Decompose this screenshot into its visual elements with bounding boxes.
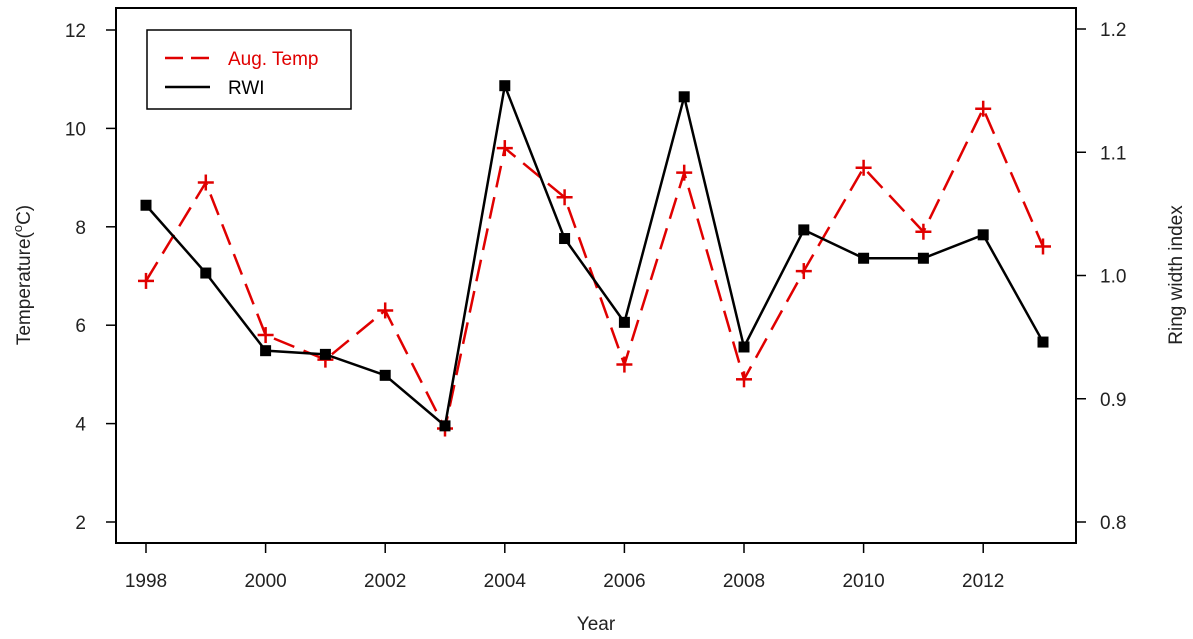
x-axis-title: Year: [577, 614, 616, 635]
rwi-point: [738, 341, 750, 353]
y-left-tick-label: 12: [65, 21, 86, 42]
rwi-point: [678, 91, 690, 103]
aug-temp-point: [795, 263, 812, 280]
y-right-tick-label: 0.9: [1100, 390, 1126, 411]
y-left-tick-label: 6: [75, 316, 86, 337]
x-tick-label: 2006: [603, 571, 645, 592]
y-axis-left-title: Temperature(oC): [10, 205, 35, 345]
y-left-tick-label: 10: [65, 119, 86, 140]
x-tick-label: 2004: [484, 571, 527, 592]
rwi-point: [858, 252, 870, 264]
y-axis-right: 0.8 0.9 1.0 1.1 1.2: [1076, 20, 1126, 534]
y-axis-left: 2 4 6 8 10 12: [65, 21, 116, 534]
rwi-point: [439, 420, 451, 432]
legend: Aug. Temp RWI: [146, 29, 352, 110]
rwi-point: [977, 229, 989, 241]
rwi-point: [798, 224, 810, 236]
y-left-tick-label: 2: [75, 513, 86, 534]
aug-temp-point: [496, 140, 513, 157]
aug-temp-point: [197, 174, 214, 191]
y-right-tick-label: 1.2: [1100, 20, 1126, 41]
aug-temp-point: [556, 189, 573, 206]
rwi-point: [559, 233, 571, 245]
y-right-tick-label: 1.1: [1100, 143, 1126, 164]
x-tick-label: 2002: [364, 571, 406, 592]
rwi-point: [200, 267, 212, 279]
x-tick-label: 2008: [723, 571, 765, 592]
rwi-point: [319, 348, 331, 360]
rwi-line: [145, 81, 1045, 429]
x-tick-label: 1998: [125, 571, 167, 592]
rwi-point: [140, 199, 152, 211]
rwi-point: [917, 252, 929, 264]
aug-temp-point: [138, 272, 154, 289]
y-left-tick-label: 4: [75, 415, 86, 436]
aug-temp-point: [676, 164, 693, 181]
legend-label-aug-temp: Aug. Temp: [228, 49, 318, 70]
y-left-tick-label: 8: [75, 218, 86, 239]
x-tick-label: 2000: [244, 571, 286, 592]
rwi-point: [379, 369, 391, 381]
aug-temp-point: [257, 327, 274, 344]
y-axis-right-title: Ring width index: [1166, 205, 1187, 345]
rwi-point: [618, 316, 630, 328]
x-tick-label: 2012: [962, 571, 1004, 592]
legend-box: [146, 29, 352, 110]
rwi-point: [499, 80, 511, 92]
aug-temp-point: [736, 371, 752, 388]
aug-temp-point: [855, 159, 872, 176]
legend-label-rwi: RWI: [228, 78, 265, 99]
series-rwi: [140, 80, 1049, 432]
aug-temp-point: [1035, 238, 1051, 255]
x-tick-label: 2010: [842, 571, 884, 592]
x-axis: 1998 2000 2002 2004 2006 2008 2010 2012: [125, 542, 1004, 592]
series-aug-temp: [138, 100, 1051, 437]
aug-temp-point: [377, 302, 394, 319]
aug-temp-line: [144, 105, 1045, 433]
y-right-tick-label: 0.8: [1100, 513, 1126, 534]
aug-temp-point: [915, 223, 932, 240]
y-right-tick-label: 1.0: [1100, 267, 1126, 288]
rwi-point: [1037, 336, 1049, 348]
rwi-point: [260, 345, 272, 357]
aug-temp-point: [616, 356, 633, 373]
aug-temp-point: [975, 100, 992, 117]
